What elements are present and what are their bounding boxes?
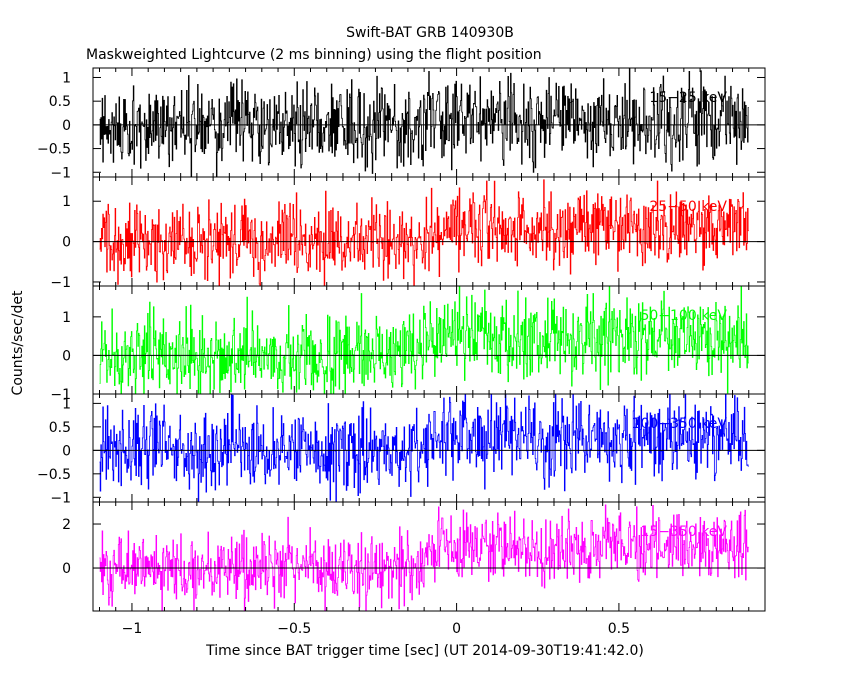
y-tick-label: 0 [62, 118, 71, 134]
x-tick-label: 0 [452, 621, 461, 637]
y-tick-label: 0 [62, 235, 71, 251]
lightcurve-series-5 [99, 504, 749, 611]
x-axis-label: Time since BAT trigger time [sec] (UT 20… [205, 643, 644, 659]
panel-2: 1 0 −1 25−50 keV [50, 176, 766, 291]
lightcurve-series-4 [99, 394, 749, 502]
y-tick-label: −1 [50, 490, 71, 506]
x-tick-label: −1 [122, 621, 143, 637]
series-label: 15−350 keV [640, 524, 727, 540]
panel-5: 2 0 15−350 keV [62, 501, 766, 612]
x-tick-label: −0.5 [277, 621, 311, 637]
series-label: 25−50 keV [649, 199, 727, 215]
panel-1: 1 0.5 0 −0.5 −1 15−25 keV [37, 67, 766, 181]
series-label: 100−350 keV [632, 416, 728, 432]
chart-title: Swift-BAT GRB 140930B [346, 25, 514, 41]
y-tick-label: −1 [50, 387, 71, 403]
y-tick-label: −0.5 [37, 142, 71, 158]
panel-frame [92, 501, 766, 612]
y-tick-label: 0 [62, 348, 71, 364]
x-tick-label: 0.5 [608, 621, 630, 637]
y-tick-label: −1 [50, 165, 71, 181]
y-tick-label: 0 [62, 561, 71, 577]
panel-4: 1 0.5 0 −0.5 −1 100−350 keV [37, 393, 766, 506]
y-tick-label: −1 [50, 275, 71, 291]
lightcurve-series-3 [99, 286, 749, 394]
y-tick-label: 0.5 [49, 94, 71, 110]
y-tick-label: 2 [62, 517, 71, 533]
chart-subtitle: Maskweighted Lightcurve (2 ms binning) u… [86, 47, 542, 63]
y-tick-label: −0.5 [37, 467, 71, 483]
y-tick-label: 1 [62, 396, 71, 412]
y-axis-label: Counts/sec/det [10, 290, 26, 395]
series-label: 15−25 keV [649, 90, 727, 106]
panel-3: 1 0 −1 50−100 keV [50, 285, 766, 403]
lightcurve-series-1 [99, 68, 749, 177]
y-tick-label: 1 [62, 194, 71, 210]
lightcurve-series-2 [99, 179, 749, 286]
series-label: 50−100 keV [640, 308, 727, 324]
y-tick-label: 0 [62, 443, 71, 459]
y-tick-label: 1 [62, 310, 71, 326]
y-tick-label: 0.5 [49, 420, 71, 436]
panels-group: 1 0.5 0 −0.5 −1 15−25 keV 1 0 −1 25−50 keV 1 0 −1 50−… [37, 67, 766, 637]
y-tick-label: 1 [62, 70, 71, 86]
